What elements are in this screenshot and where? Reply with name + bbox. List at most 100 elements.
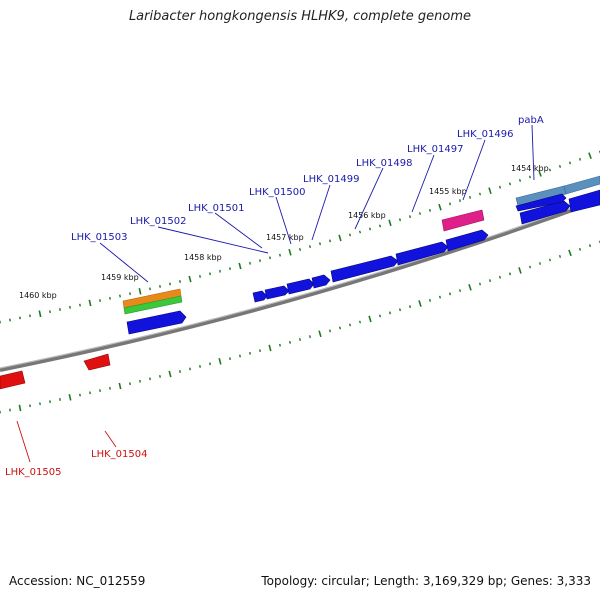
reverse-cds-blocks bbox=[0, 353, 111, 390]
cds-next[interactable] bbox=[568, 189, 600, 213]
outer-tick-53 bbox=[528, 175, 532, 179]
outer-tick-27 bbox=[269, 256, 271, 260]
gene-label-paba[interactable]: pabA bbox=[518, 115, 544, 126]
inner-tick-44 bbox=[438, 295, 442, 299]
trna-feature[interactable] bbox=[123, 295, 183, 315]
gene-label-lhk01502[interactable]: LHK_01502 bbox=[130, 216, 186, 227]
outer-tick-26 bbox=[259, 259, 261, 263]
outer-tick-57 bbox=[568, 161, 572, 165]
gene-label-lhk01505[interactable]: LHK_01505 bbox=[5, 467, 61, 478]
inner-tick-53 bbox=[528, 265, 532, 269]
kbp-label-1456: 1456 kbp bbox=[348, 211, 386, 220]
outer-tick-38 bbox=[378, 224, 382, 228]
cds-lhk01504[interactable] bbox=[83, 353, 111, 371]
outer-tick-46 bbox=[458, 199, 462, 203]
gene-label-lhk01504[interactable]: LHK_01504 bbox=[91, 449, 147, 460]
gene-label-lhk01499[interactable]: LHK_01499 bbox=[303, 174, 359, 185]
inner-tick-20 bbox=[199, 365, 201, 368]
leader-line-lhk01496 bbox=[462, 139, 486, 201]
inner-tick-52 bbox=[518, 267, 522, 274]
outer-tick-39 bbox=[388, 219, 392, 227]
outer-tick-23 bbox=[229, 267, 231, 271]
inner-tick-51 bbox=[508, 272, 512, 276]
inner-tick-37 bbox=[368, 315, 372, 323]
leader-line-lhk01504 bbox=[104, 430, 117, 448]
cds-paba-upper[interactable] bbox=[515, 193, 567, 212]
cds-lhk01501[interactable] bbox=[264, 285, 290, 300]
outer-tick-35 bbox=[348, 233, 352, 237]
rna-features bbox=[122, 175, 600, 315]
map-title: Laribacter hongkongensis HLHK9, complete… bbox=[128, 9, 472, 24]
outer-tick-18 bbox=[179, 280, 181, 283]
outer-tick-48 bbox=[478, 192, 482, 196]
outer-tick-40 bbox=[398, 218, 402, 222]
inner-tick-30 bbox=[298, 337, 302, 342]
outer-tick-17 bbox=[169, 282, 171, 286]
inner-tick-11 bbox=[109, 386, 111, 390]
cds-lhk01496[interactable] bbox=[445, 229, 489, 252]
leader-line-lhk01502 bbox=[157, 226, 269, 254]
outer-tick-11 bbox=[109, 296, 111, 300]
kbp-label-1454: 1454 kbp bbox=[511, 164, 549, 173]
gene-label-lhk01498[interactable]: LHK_01498 bbox=[356, 158, 412, 169]
leader-line-lhk01500 bbox=[275, 196, 292, 245]
inner-tick-31 bbox=[308, 335, 312, 339]
inner-tick-46 bbox=[458, 289, 462, 293]
leader-line-lhk01498 bbox=[354, 167, 384, 230]
inner-tick-25 bbox=[249, 351, 251, 355]
inner-tick-45 bbox=[448, 292, 452, 296]
inner-tick-21 bbox=[209, 362, 211, 366]
outer-tick-56 bbox=[558, 164, 562, 168]
outer-tick-30 bbox=[298, 247, 302, 252]
kbp-label-1459: 1459 kbp bbox=[101, 273, 139, 282]
gene-label-lhk01500[interactable]: LHK_01500 bbox=[249, 187, 305, 198]
cds-lhk01497[interactable] bbox=[395, 241, 449, 266]
ncrna-feature[interactable] bbox=[441, 209, 485, 232]
outer-tick-19 bbox=[188, 275, 192, 283]
gene-label-lhk01501[interactable]: LHK_01501 bbox=[188, 203, 244, 214]
outer-tick-6 bbox=[59, 308, 61, 311]
outer-tick-24 bbox=[238, 262, 242, 270]
outer-tick-7 bbox=[69, 305, 71, 309]
inner-tick-27 bbox=[268, 344, 272, 352]
inner-tick-47 bbox=[468, 284, 472, 291]
inner-tick-40 bbox=[398, 308, 402, 312]
inner-tick-59 bbox=[588, 244, 592, 248]
genome-backbone bbox=[0, 198, 600, 372]
inner-tick-54 bbox=[538, 262, 542, 265]
outer-tick-43 bbox=[428, 208, 432, 212]
cds-lhk01500[interactable] bbox=[286, 278, 315, 295]
reverse-gene-labels: LHK_01505 LHK_01504 bbox=[5, 449, 147, 478]
inner-tick-55 bbox=[548, 258, 552, 262]
cds-lhk01503[interactable] bbox=[126, 310, 187, 335]
gene-label-lhk01503[interactable]: LHK_01503 bbox=[71, 232, 127, 243]
cds-lhk01499[interactable] bbox=[311, 274, 331, 289]
inner-tick-6 bbox=[59, 398, 61, 401]
outer-tick-58 bbox=[578, 157, 582, 161]
pseudo-feature-2[interactable] bbox=[563, 175, 600, 195]
cds-lhk01502[interactable] bbox=[252, 290, 268, 303]
outer-tick-59 bbox=[588, 152, 592, 159]
inner-tick-38 bbox=[378, 314, 382, 318]
inner-tick-3 bbox=[29, 404, 31, 408]
outer-tick-45 bbox=[448, 202, 452, 206]
cds-lhk01498[interactable] bbox=[330, 255, 399, 283]
genome-backbone-highlight bbox=[0, 197, 600, 369]
outer-tick-20 bbox=[199, 275, 201, 278]
gene-label-lhk01497[interactable]: LHK_01497 bbox=[407, 144, 463, 155]
outer-tick-4 bbox=[38, 310, 42, 318]
outer-tick-5 bbox=[49, 310, 51, 314]
cds-lhk01505[interactable] bbox=[0, 370, 26, 390]
outer-tick-31 bbox=[308, 245, 312, 249]
gene-label-lhk01496[interactable]: LHK_01496 bbox=[457, 129, 513, 140]
leader-line-lhk01499 bbox=[311, 184, 331, 241]
outer-tick-track bbox=[0, 150, 600, 324]
outer-tick-36 bbox=[358, 230, 362, 234]
topology-summary-text: Topology: circular; Length: 3,169,329 bp… bbox=[261, 574, 591, 588]
outer-tick-44 bbox=[438, 203, 442, 211]
inner-tick-26 bbox=[259, 349, 261, 353]
inner-tick-23 bbox=[229, 357, 231, 361]
inner-tick-1 bbox=[9, 408, 11, 412]
kbp-label-1458: 1458 kbp bbox=[184, 253, 222, 262]
outer-tick-21 bbox=[209, 272, 211, 276]
